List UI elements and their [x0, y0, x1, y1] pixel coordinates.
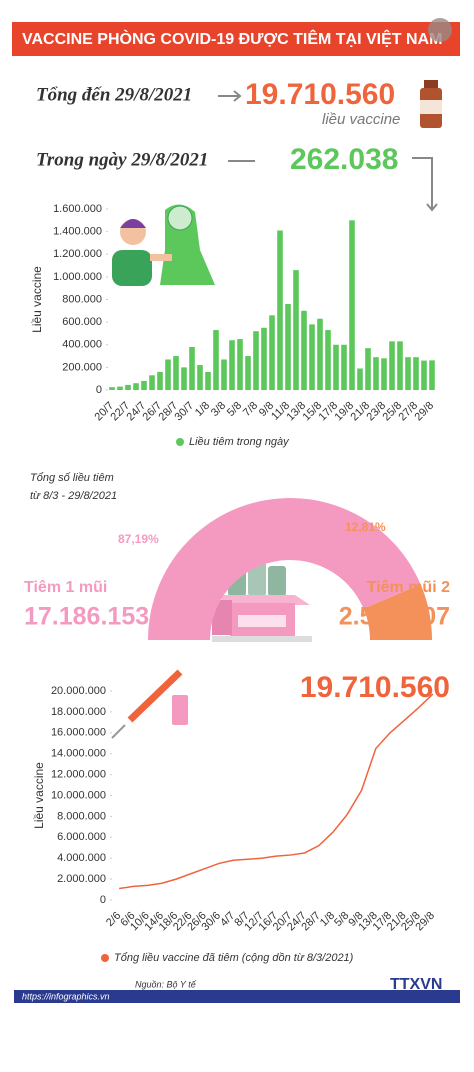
bar	[277, 230, 283, 390]
bar	[165, 359, 171, 390]
bar	[149, 375, 155, 390]
legend-marker	[101, 954, 109, 962]
bar	[269, 315, 275, 390]
illustration	[112, 204, 215, 286]
total-label: Tổng đến 29/8/2021	[36, 84, 192, 105]
daily-value: 262.038	[290, 143, 398, 176]
footer-source: Nguồn: Bộ Y tế	[135, 979, 197, 989]
category-label: Tiêm mũi 2	[367, 579, 450, 596]
legend-marker	[176, 438, 184, 446]
bar	[381, 358, 387, 390]
bar	[173, 356, 179, 390]
total-unit: liều vaccine	[322, 111, 400, 128]
arrow	[218, 90, 242, 102]
bar	[365, 348, 371, 390]
footer-bar	[14, 990, 460, 1003]
count-label: 2.524.407	[339, 603, 450, 631]
arrow	[412, 157, 438, 212]
bar	[285, 304, 291, 390]
y-tick-label: 200.000	[62, 361, 102, 373]
bar	[125, 384, 131, 390]
y-tick-label: 0	[100, 894, 106, 906]
vaccine-box	[212, 560, 312, 642]
subtitle: Tổng số liều tiêm	[30, 472, 114, 484]
y-tick-label: 16.000.000	[51, 727, 106, 739]
bar	[317, 318, 323, 390]
y-tick-label: 12.000.000	[51, 769, 106, 781]
y-tick-label: 1.000.000	[53, 271, 102, 283]
footer-url[interactable]: https://infographics.vn	[22, 991, 110, 1001]
y-tick-label: 10.000.000	[51, 789, 106, 801]
bar	[141, 380, 147, 390]
menu-button[interactable]	[428, 18, 452, 42]
bar	[109, 387, 115, 390]
bar	[341, 344, 347, 390]
line	[119, 693, 434, 890]
bar	[429, 360, 435, 390]
legend-label: Liều tiêm trong ngày	[189, 436, 290, 448]
bar	[413, 357, 419, 390]
donut-segment	[148, 498, 421, 640]
bar	[117, 386, 123, 390]
bar	[349, 220, 355, 390]
bar	[229, 340, 235, 390]
x-tick-label: 29/8	[413, 400, 437, 424]
y-tick-label: 2.000.000	[57, 873, 106, 885]
footer-logo: TTXVN	[390, 976, 442, 993]
bar	[373, 357, 379, 390]
bar	[325, 330, 331, 390]
y-tick-label: 20.000.000	[51, 685, 106, 697]
percent-label: 12,81%	[345, 520, 386, 534]
bar	[293, 270, 299, 390]
title: VACCINE PHÒNG COVID-19 ĐƯỢC TIÊM TẠI VIỆ…	[22, 29, 442, 48]
bar	[397, 341, 403, 390]
bar	[213, 330, 219, 390]
title-banner	[12, 22, 460, 56]
bar	[421, 360, 427, 390]
annotation: 19.710.560	[300, 671, 450, 704]
count-label: 17.186.153	[24, 603, 149, 631]
legend-label: Tổng liều vaccine đã tiêm (cộng dồn từ 8…	[114, 952, 354, 964]
y-tick-label: 600.000	[62, 316, 102, 328]
y-axis-label: Liều vaccine	[30, 266, 44, 333]
total-value: 19.710.560	[245, 78, 395, 111]
y-tick-label: 1.400.000	[53, 226, 102, 238]
y-axis-label: Liều vaccine	[32, 762, 46, 829]
subtitle: từ 8/3 - 29/8/2021	[30, 490, 117, 502]
bar	[405, 357, 411, 390]
percent-label: 87,19%	[118, 532, 159, 546]
y-tick-label: 8.000.000	[57, 810, 106, 822]
bar	[309, 324, 315, 390]
donut-segment	[363, 584, 432, 640]
bar	[157, 371, 163, 390]
bar	[301, 310, 307, 390]
bar	[133, 383, 139, 390]
y-tick-label: 6.000.000	[57, 831, 106, 843]
y-tick-label: 1.200.000	[53, 248, 102, 260]
bar	[245, 356, 251, 390]
bar	[189, 347, 195, 390]
y-tick-label: 14.000.000	[51, 748, 106, 760]
bar	[197, 365, 203, 390]
vaccine-bottle	[420, 80, 442, 128]
y-tick-label: 800.000	[62, 293, 102, 305]
bar	[333, 344, 339, 390]
y-tick-label: 400.000	[62, 339, 102, 351]
bar	[205, 371, 211, 390]
daily-label: Trong ngày 29/8/2021	[36, 149, 208, 170]
y-tick-label: 4.000.000	[57, 852, 106, 864]
category-label: Tiêm 1 mũi	[24, 579, 107, 596]
syringe	[111, 669, 188, 739]
y-tick-label: 1.600.000	[53, 203, 102, 215]
bar	[181, 367, 187, 390]
bar	[253, 331, 259, 390]
y-tick-label: 0	[96, 384, 102, 396]
bar	[389, 341, 395, 390]
bar	[237, 339, 243, 390]
y-tick-label: 18.000.000	[51, 706, 106, 718]
bar	[261, 327, 267, 390]
bar	[221, 359, 227, 390]
bar	[357, 368, 363, 390]
